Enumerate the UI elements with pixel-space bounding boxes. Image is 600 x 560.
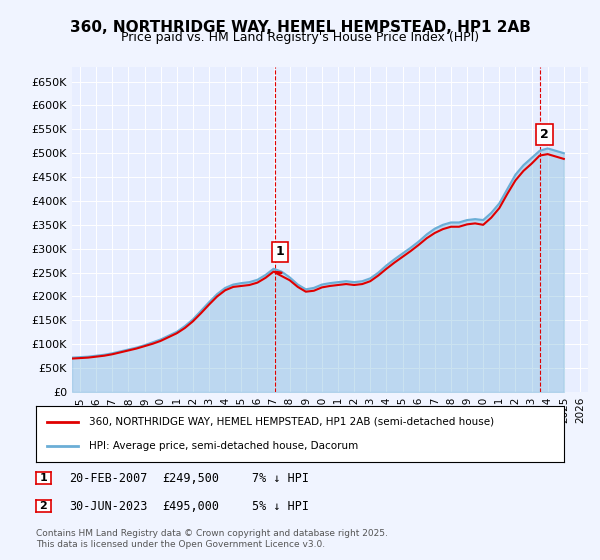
Text: Price paid vs. HM Land Registry's House Price Index (HPI): Price paid vs. HM Land Registry's House …	[121, 31, 479, 44]
Text: 2: 2	[540, 128, 549, 141]
Text: 1: 1	[276, 245, 285, 259]
Text: £495,000: £495,000	[162, 500, 219, 513]
Text: 360, NORTHRIDGE WAY, HEMEL HEMPSTEAD, HP1 2AB: 360, NORTHRIDGE WAY, HEMEL HEMPSTEAD, HP…	[70, 20, 530, 35]
Text: HPI: Average price, semi-detached house, Dacorum: HPI: Average price, semi-detached house,…	[89, 441, 358, 451]
Text: 2: 2	[40, 501, 47, 511]
Text: 1: 1	[40, 473, 47, 483]
Text: 5% ↓ HPI: 5% ↓ HPI	[252, 500, 309, 513]
Text: Contains HM Land Registry data © Crown copyright and database right 2025.
This d: Contains HM Land Registry data © Crown c…	[36, 529, 388, 549]
Text: 7% ↓ HPI: 7% ↓ HPI	[252, 472, 309, 485]
Text: £249,500: £249,500	[162, 472, 219, 485]
Text: 20-FEB-2007: 20-FEB-2007	[69, 472, 148, 485]
Text: 30-JUN-2023: 30-JUN-2023	[69, 500, 148, 513]
Text: 360, NORTHRIDGE WAY, HEMEL HEMPSTEAD, HP1 2AB (semi-detached house): 360, NORTHRIDGE WAY, HEMEL HEMPSTEAD, HP…	[89, 417, 494, 427]
